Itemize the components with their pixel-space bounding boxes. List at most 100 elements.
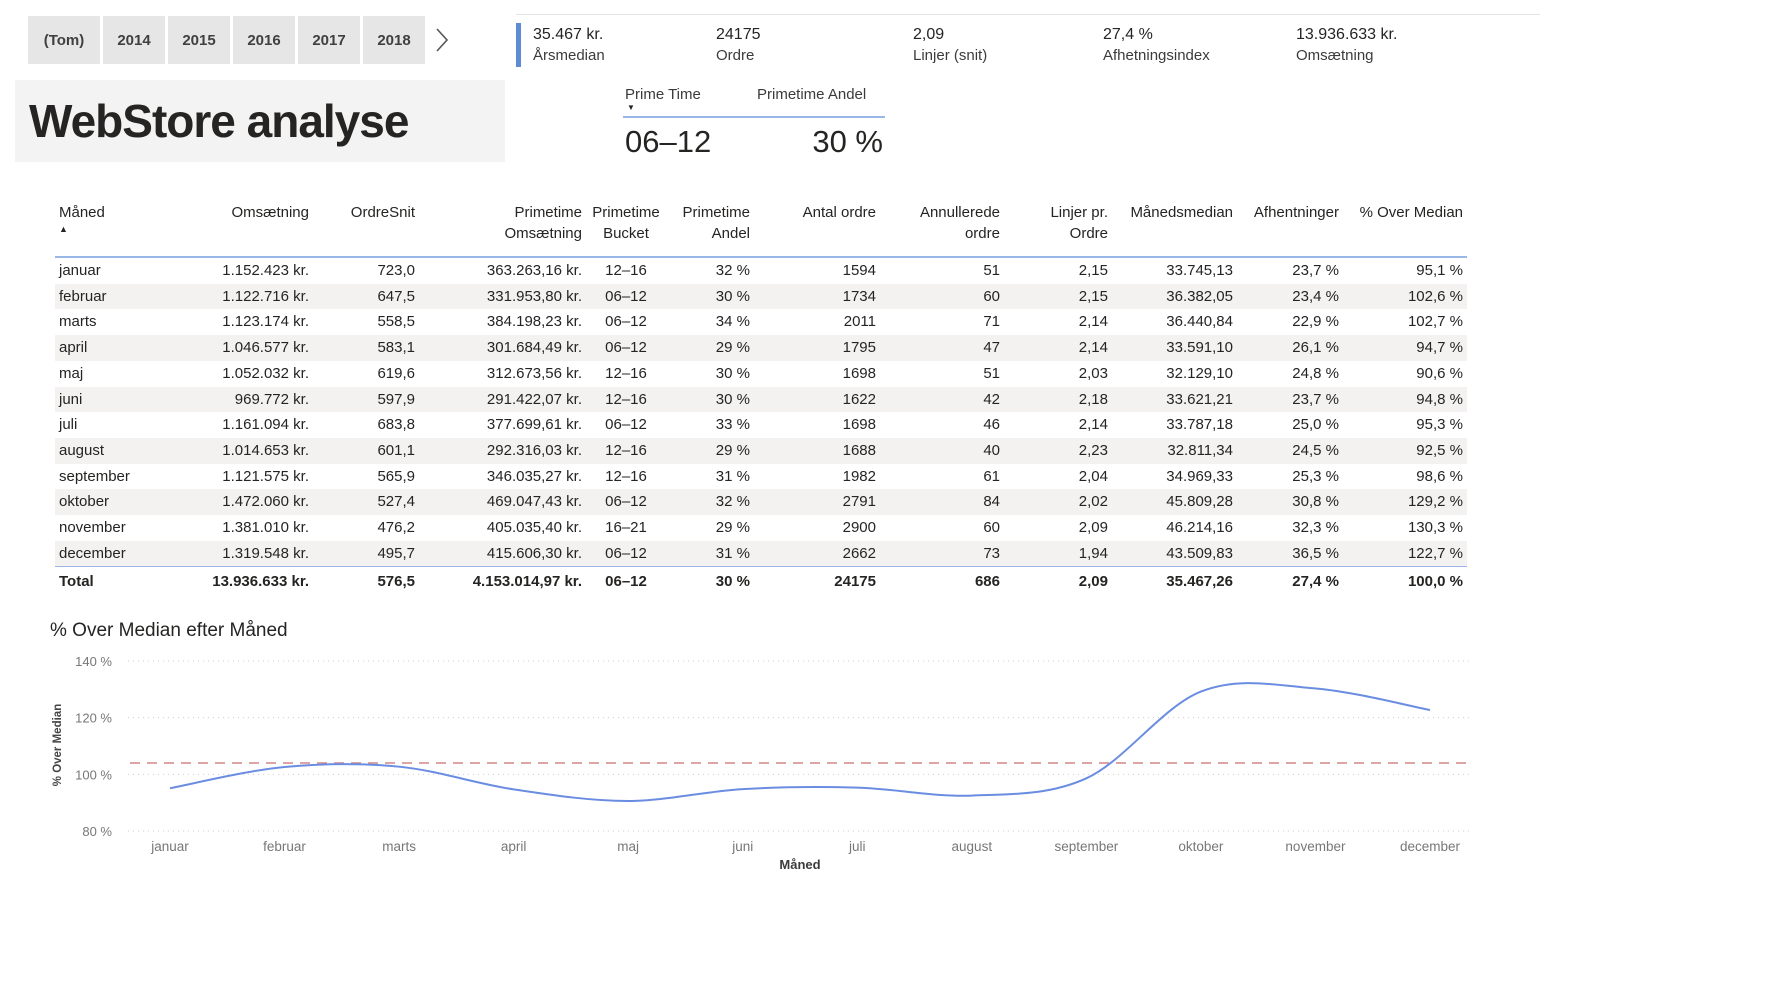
total-cell: 30 % [666,566,754,598]
table-cell: 1.319.548 kr. [222,544,309,562]
kpi-accent-bar [516,23,521,67]
table-cell: 12–16 [605,441,647,459]
year-slicer-item-2017[interactable]: 2017 [298,16,360,64]
table-cell: 24,5 % [1292,441,1339,459]
table-cell: 601,1 [377,441,415,459]
year-slicer-item-tom[interactable]: (Tom) [28,16,100,64]
kpi-value: 13.936.633 kr. [1296,26,1398,43]
sort-descending-icon: ▼ [627,103,635,112]
column-header-m-ned[interactable]: Måned ▲ [55,202,165,258]
table-total-row: Total 13.936.633 kr. 576,5 4.153.014,97 kr.… [55,566,1467,598]
table-cell: 36.382,05 [1166,287,1233,305]
table-cell: 130,3 % [1407,519,1463,537]
table-cell: maj [59,364,84,382]
column-header-linjer-pr-ordre[interactable]: Linjer pr. Ordre [1004,202,1112,258]
table-cell: 29 % [715,441,750,459]
table-cell: juli [59,416,78,434]
year-slicer-item-2015[interactable]: 2015 [168,16,230,64]
primetime-andel-column-header[interactable]: Primetime Andel [757,86,867,103]
column-header-primetime-oms-tning[interactable]: Primetime Omsætning [419,202,586,258]
total-cell: 24175 [754,566,880,598]
table-cell: 29 % [715,519,750,537]
table-cell: 30 % [715,390,750,408]
table-cell: marts [59,313,97,331]
table-row-januar[interactable]: januar 1.152.423 kr. 723,0 363.263,16 kr. 12… [55,257,1467,284]
total-cell: 27,4 % [1237,566,1343,598]
table-cell: 1795 [842,339,876,357]
prime-time-value: 06–12 [625,124,712,159]
column-header-primetime-bucket[interactable]: Primetime Bucket [586,202,666,258]
column-header-primetime-andel[interactable]: Primetime Andel [666,202,754,258]
table-row-november[interactable]: november 1.381.010 kr. 476,2 405.035,40 kr.… [55,515,1467,541]
x-category-label: september [1054,839,1118,854]
slicer-scroll-right-button[interactable] [428,26,456,56]
table-cell: 26,1 % [1292,339,1339,357]
column-header-antal-ordre[interactable]: Antal ordre [754,202,880,258]
table-cell: 2900 [842,519,876,537]
table-cell: januar [59,262,101,279]
table-cell: 12–16 [605,467,647,485]
table-cell: 1698 [842,416,876,434]
table-cell: 2,09 [1078,519,1108,537]
table-cell: 1.472.060 kr. [222,493,309,511]
column-header-m-nedsmedian[interactable]: Månedsmedian [1112,202,1237,258]
primetime-andel-value: 30 % [812,124,883,159]
total-cell: 4.153.014,97 kr. [419,566,586,598]
column-header-afhentninger[interactable]: Afhentninger [1237,202,1343,258]
table-cell: 51 [983,262,1000,279]
table-cell: 61 [983,467,1000,485]
total-cell: 686 [880,566,1004,598]
table-cell: 291.422,07 kr. [486,390,582,408]
table-row-juni[interactable]: juni 969.772 kr. 597,9 291.422,07 kr. 12–16 3… [55,386,1467,413]
kpi-row: 35.467 kr. Årsmedian 24175 Ordre 2,09 Linjer … [516,14,1540,71]
table-cell: 42 [983,390,1000,408]
kpi-value: 2,09 [913,26,945,43]
table-cell: februar [59,287,107,305]
table-cell: 30,8 % [1292,493,1339,511]
table-cell: 2,18 [1078,390,1108,408]
table-cell: december [59,544,126,562]
table-cell: 32.811,34 [1167,441,1233,459]
table-cell: 2,15 [1078,287,1108,305]
table-row-oktober[interactable]: oktober 1.472.060 kr. 527,4 469.047,43 kr. 0… [55,489,1467,516]
table-cell: 1.014.653 kr. [222,441,309,459]
total-cell: 06–12 [586,566,666,598]
table-row-maj[interactable]: maj 1.052.032 kr. 619,6 312.673,56 kr. 12–16… [55,361,1467,387]
table-cell: 377.699,61 kr. [486,416,582,434]
table-cell: 1,94 [1078,544,1108,562]
table-cell: 2,14 [1078,416,1108,434]
table-row-september[interactable]: september 1.121.575 kr. 565,9 346.035,27 kr… [55,464,1467,490]
column-header-ordresnit[interactable]: OrdreSnit [313,202,419,258]
table-cell: 30 % [715,287,750,305]
prime-time-column-header[interactable]: Prime Time [625,86,701,103]
column-header-oms-tning[interactable]: Omsætning [165,202,313,258]
table-cell: 723,0 [377,262,415,279]
table-cell: 33.745,13 [1166,262,1233,279]
table-cell: 363.263,16 kr. [486,262,582,279]
table-cell: 405.035,40 kr. [486,519,582,537]
table-row-februar[interactable]: februar 1.122.716 kr. 647,5 331.953,80 kr. 0… [55,283,1467,310]
column-header-annullerede-ordre[interactable]: Annullerede ordre [880,202,1004,258]
column-header-over-median[interactable]: % Over Median [1343,202,1467,258]
table-row-august[interactable]: august 1.014.653 kr. 601,1 292.316,03 kr. 12… [55,437,1467,464]
table-cell: 1622 [842,390,876,408]
month-table-wrap: Måned ▲ Omsætning OrdreSnit Primetime Omsætni… [55,202,1467,598]
table-row-juli[interactable]: juli 1.161.094 kr. 683,8 377.699,61 kr. 06–1… [55,412,1467,438]
table-cell: 33.621,21 [1166,390,1233,408]
year-slicer-item-2014[interactable]: 2014 [103,16,165,64]
year-slicer-item-2016[interactable]: 2016 [233,16,295,64]
x-category-label: januar [150,839,189,854]
table-cell: 292.316,03 kr. [486,441,582,459]
table-cell: 73 [983,544,1000,562]
table-row-december[interactable]: december 1.319.548 kr. 495,7 415.606,30 kr.… [55,540,1467,567]
table-row-april[interactable]: april 1.046.577 kr. 583,1 301.684,49 kr. 06–… [55,335,1467,361]
x-category-label: juni [731,839,753,854]
table-cell: 495,7 [377,544,415,562]
table-cell: 34.969,33 [1166,467,1233,485]
table-row-marts[interactable]: marts 1.123.174 kr. 558,5 384.198,23 kr. 06–… [55,309,1467,335]
kpi-label: Afhetningsindex [1103,47,1210,64]
total-cell: 35.467,26 [1112,566,1237,598]
table-cell: 24,8 % [1292,364,1339,382]
table-cell: 1688 [842,441,876,459]
year-slicer-item-2018[interactable]: 2018 [363,16,425,64]
